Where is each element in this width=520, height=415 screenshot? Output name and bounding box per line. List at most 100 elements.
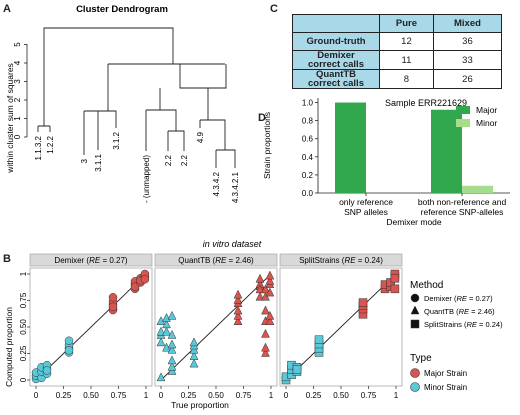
minor-strain-point bbox=[167, 355, 177, 365]
table-cell: 12 bbox=[379, 32, 434, 51]
dendrogram: Cluster Dendrogram within cluster sum of… bbox=[5, 4, 240, 203]
major-strain-point bbox=[265, 287, 275, 297]
legend-label: Demixer (RE = 0.27) bbox=[424, 294, 493, 303]
legend-swatch bbox=[456, 106, 470, 114]
x-tick-label: 0.75 bbox=[236, 391, 252, 400]
tick-label: 4 bbox=[13, 60, 22, 65]
major-strain-point bbox=[233, 305, 243, 315]
panel-label-b: B bbox=[3, 253, 11, 265]
identity-line bbox=[35, 273, 147, 381]
table-row-label: QuantTB correct calls bbox=[292, 69, 380, 89]
legend-marker bbox=[410, 319, 420, 329]
legend-label: Major Strain bbox=[424, 369, 467, 378]
major-strain-point bbox=[108, 293, 118, 302]
facet-strip bbox=[154, 253, 278, 267]
major-strain-point bbox=[261, 342, 270, 352]
major-strain-point bbox=[390, 273, 400, 283]
panel-label-c: C bbox=[270, 3, 278, 15]
table-header-pure: Pure bbox=[379, 14, 434, 33]
identity-line bbox=[160, 273, 272, 381]
legend-label: Minor Strain bbox=[424, 383, 467, 392]
row-label-line1: QuantTB bbox=[315, 69, 357, 80]
x-tick-label: 0.75 bbox=[111, 391, 127, 400]
tick-label: 2 bbox=[13, 97, 22, 102]
minor-strain-point bbox=[64, 336, 74, 346]
legend-marker bbox=[410, 382, 420, 392]
facet: QuantTB (RE = 2.46) 0 0.25 0.50 0.75 1 bbox=[154, 253, 278, 400]
minor-strain-point bbox=[64, 346, 74, 355]
y-tick-label: 0.2 bbox=[302, 171, 314, 180]
x-tick-label: 0.50 bbox=[208, 391, 224, 400]
major-strain-point bbox=[390, 284, 400, 294]
x-tick-label: both non-reference and bbox=[418, 197, 507, 207]
legend-marker bbox=[410, 305, 420, 315]
table-header-row: Pure Mixed bbox=[292, 14, 503, 33]
x-tick-label: 1 bbox=[144, 391, 149, 400]
x-tick-label: 1 bbox=[269, 391, 274, 400]
bar-major bbox=[335, 102, 366, 193]
y-tick-label: 0.75 bbox=[19, 292, 28, 308]
x-tick-label: 0 bbox=[284, 391, 289, 400]
y-tick-label: 0.50 bbox=[19, 319, 28, 335]
major-strain-point bbox=[358, 298, 368, 307]
table-header-mixed: Mixed bbox=[432, 14, 503, 33]
major-strain-point bbox=[261, 347, 270, 357]
y-tick-label: 0.4 bbox=[302, 153, 314, 162]
major-strain-point bbox=[233, 310, 243, 320]
minor-strain-point bbox=[156, 326, 166, 336]
dendrogram-leaf-label: 2.2 bbox=[164, 154, 173, 166]
legend-title: Method bbox=[410, 280, 443, 291]
row-label-line2: correct calls bbox=[308, 59, 364, 70]
y-axis-label: Strain proportions bbox=[262, 112, 272, 179]
bar-minor bbox=[462, 185, 493, 193]
x-tick-label: 0.25 bbox=[306, 391, 322, 400]
minor-strain-point bbox=[162, 326, 171, 336]
x-axis-label: Demixer mode bbox=[386, 217, 442, 227]
facet-strip bbox=[279, 253, 403, 267]
major-strain-point bbox=[261, 284, 270, 294]
dendrogram-leaf-label: 4.3.4.2 bbox=[212, 171, 221, 196]
facet-strip bbox=[29, 253, 153, 267]
major-strain-point bbox=[261, 305, 270, 315]
dendrogram-leaf-label: 4.3.4.2.1 bbox=[231, 171, 240, 203]
y-axis-label: Computed proportion bbox=[4, 307, 14, 387]
facet: SplitStrains (RE = 0.24) 0 0.25 0.50 0.75 1 bbox=[279, 253, 403, 400]
table-cell: 33 bbox=[432, 50, 503, 70]
major-strain-point bbox=[108, 302, 118, 312]
major-strain-point bbox=[265, 275, 275, 285]
x-tick-label: only reference bbox=[339, 197, 393, 207]
dendrogram-title: Cluster Dendrogram bbox=[76, 4, 168, 15]
minor-strain-point bbox=[314, 335, 324, 344]
facet-strip-label: SplitStrains (RE = 0.24) bbox=[299, 256, 383, 265]
minor-strain-point bbox=[189, 351, 199, 360]
major-strain-point bbox=[233, 294, 243, 304]
major-strain-point bbox=[265, 316, 275, 325]
chart-title: Sample ERR221629 bbox=[385, 98, 467, 108]
y-tick-label: 0.6 bbox=[302, 135, 314, 144]
dendrogram-ylabel: within cluster sum of squares bbox=[5, 63, 15, 174]
y-tick-label: 0.8 bbox=[302, 117, 314, 126]
legend-label: SplitStrains (RE = 0.24) bbox=[424, 320, 503, 329]
tick-label: 5 bbox=[13, 42, 22, 47]
minor-strain-point bbox=[162, 319, 171, 329]
row-label-line1: Demixer bbox=[317, 50, 355, 61]
row-label-text: Ground-truth bbox=[306, 36, 366, 47]
x-tick-label: 0.25 bbox=[181, 391, 197, 400]
dendrogram-leaf-label: 2.2 bbox=[180, 154, 189, 166]
section-title: in vitro dataset bbox=[203, 239, 262, 249]
tick-label: 0 bbox=[13, 134, 22, 139]
x-tick-label: 0 bbox=[34, 391, 39, 400]
y-tick-label: 1 bbox=[19, 271, 28, 276]
legend-label: QuantTB (RE = 2.46) bbox=[424, 307, 495, 316]
major-strain-point bbox=[265, 270, 275, 280]
legend-marker bbox=[410, 368, 420, 378]
major-strain-point bbox=[233, 316, 243, 325]
major-strain-point bbox=[255, 291, 265, 301]
x-tick-label: 0.75 bbox=[361, 391, 377, 400]
legend-swatch bbox=[456, 119, 470, 127]
tick-label: 1 bbox=[13, 116, 22, 121]
table-cell: 36 bbox=[432, 32, 503, 51]
dendrogram-leaf-label: 1.1.3.2 bbox=[34, 135, 43, 160]
legend-title: Type bbox=[410, 353, 432, 364]
panel-label-d: D bbox=[258, 112, 266, 124]
